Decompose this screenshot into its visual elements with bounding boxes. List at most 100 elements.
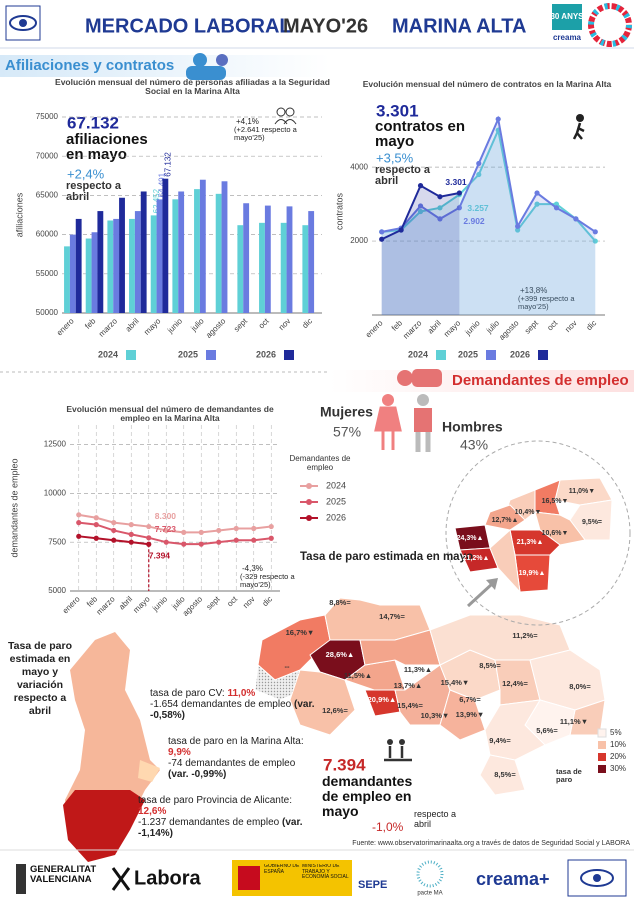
x-tick-label: feb xyxy=(83,316,98,331)
summary-change: -1,0% xyxy=(372,820,404,834)
x-tick-label: nov xyxy=(277,317,292,332)
point xyxy=(146,535,152,541)
bar xyxy=(280,222,287,313)
legend-title-fo: Demandantes de empleo xyxy=(290,455,351,472)
map-label: 21,2%▲ xyxy=(463,555,490,562)
bar xyxy=(221,181,228,313)
y-tick-label: 2000 xyxy=(350,236,368,245)
map-label: 16,5%▼ xyxy=(542,498,569,505)
point xyxy=(198,541,204,547)
y-tick-label: 10000 xyxy=(44,488,67,497)
legend-swatch xyxy=(206,350,216,360)
legend-marker xyxy=(306,483,312,489)
point xyxy=(476,171,482,178)
map-label: 11,2%= xyxy=(512,631,538,640)
icon xyxy=(414,408,432,432)
annotation-change: +13,8% xyxy=(520,286,547,295)
annotation-text: respecto a abril xyxy=(66,181,122,203)
annotation-text: afiliaciones en mayo xyxy=(66,132,148,163)
point xyxy=(379,229,385,235)
eye-icon xyxy=(9,15,37,31)
x-tick-label: oct xyxy=(545,318,559,332)
map-label: -- xyxy=(285,662,290,671)
worker-icon xyxy=(572,114,585,140)
x-tick-label: enero xyxy=(55,316,76,337)
legend-label: 2024 xyxy=(408,349,428,359)
annotation-change: -4,3% xyxy=(242,564,263,573)
bar xyxy=(302,225,309,313)
annotation-text: respecto a abril xyxy=(375,165,431,187)
point xyxy=(198,529,204,536)
point xyxy=(93,535,99,541)
map-label: 9,5%= xyxy=(582,519,602,526)
value-label: 3.301 xyxy=(445,177,467,187)
x-tick-label: agosto xyxy=(497,318,521,342)
stat-ma: tasa de paro en la Marina Alta: 9,9% -74 … xyxy=(168,736,318,780)
left-map-title: Tasa de paro estimada en mayo y variació… xyxy=(8,640,72,717)
icon xyxy=(276,107,286,117)
y-axis-label: demandantes de empleo xyxy=(9,458,19,557)
annotation-value: 3.301 xyxy=(376,101,419,120)
map-region xyxy=(489,529,521,594)
map-label: 5,6%= xyxy=(536,726,558,735)
map-label: 13,9%▼ xyxy=(456,710,485,719)
map-label: 8,5%= xyxy=(479,661,501,670)
stat-rate: 12,6% xyxy=(138,806,167,817)
point xyxy=(216,527,222,534)
legend-swatch xyxy=(126,350,136,360)
point xyxy=(251,537,257,543)
gender-pct: 43% xyxy=(460,437,488,453)
footer-sepe: SEPE xyxy=(358,879,387,891)
y-tick-label: 70000 xyxy=(36,151,59,160)
footer-gva: GENERALITAT VALENCIANA xyxy=(30,865,97,886)
stat-rate: 11,0% xyxy=(227,688,256,699)
y-tick-label: 4000 xyxy=(350,162,368,171)
value-label: 3.257 xyxy=(467,203,489,213)
point xyxy=(76,512,82,518)
source: Fuente: www.observatorimarinaalta.org a … xyxy=(352,840,630,847)
point xyxy=(93,522,99,528)
header-region: MARINA ALTA xyxy=(392,15,526,37)
bar xyxy=(97,211,104,313)
legend-swatch xyxy=(598,765,606,773)
icon xyxy=(285,107,295,117)
point xyxy=(456,190,462,196)
legend-label: 2026 xyxy=(510,349,530,359)
annotation-value: 67.132 xyxy=(67,113,119,132)
point xyxy=(111,537,117,543)
x-tick-label: abril xyxy=(426,318,443,335)
stat-fo: tasa de paro en la Marina Alta: 9,9%-74 … xyxy=(168,736,318,780)
x-tick-label: marzo xyxy=(401,318,423,340)
footer-ministry: MINISTERIO DE TRABAJO Y ECONOMÍA SOCIAL xyxy=(302,864,349,880)
zoom-circle xyxy=(445,440,631,626)
stat-change: -74 demandantes de empleo xyxy=(168,758,296,769)
x-tick-label: enero xyxy=(61,594,82,615)
point xyxy=(437,194,443,200)
summary-label: demandantes de empleo en mayo xyxy=(322,774,413,819)
map-label: 11,0%▼ xyxy=(569,488,595,495)
logo-frame xyxy=(567,859,627,897)
point xyxy=(417,208,424,215)
icon-head xyxy=(216,54,228,66)
map-label: 28,6%▲ xyxy=(326,650,355,659)
x-tick-label: mayo xyxy=(142,316,163,337)
section-title: Demandantes de empleo xyxy=(452,372,629,389)
map-label: 20,9%▲ xyxy=(368,695,397,704)
logo-frame xyxy=(5,5,41,41)
bar xyxy=(243,203,250,313)
point xyxy=(573,216,579,222)
legend-label: 2024 xyxy=(326,480,346,490)
legend-marker xyxy=(306,499,312,505)
section-band xyxy=(0,55,330,77)
bar xyxy=(264,205,271,313)
x-tick-label: abril xyxy=(124,316,141,333)
x-tick-label: mayo xyxy=(131,594,152,615)
chart-title: Evolución mensual del número de demandan… xyxy=(66,405,274,424)
annotation-text: (+2.641 respecto a mayo'25) xyxy=(234,126,297,143)
point xyxy=(417,183,424,189)
x-tick-label: sept xyxy=(523,318,541,336)
stat-cv: tasa de paro CV: 11,0% -1.654 demandantes… xyxy=(150,688,325,721)
bar xyxy=(308,211,315,313)
